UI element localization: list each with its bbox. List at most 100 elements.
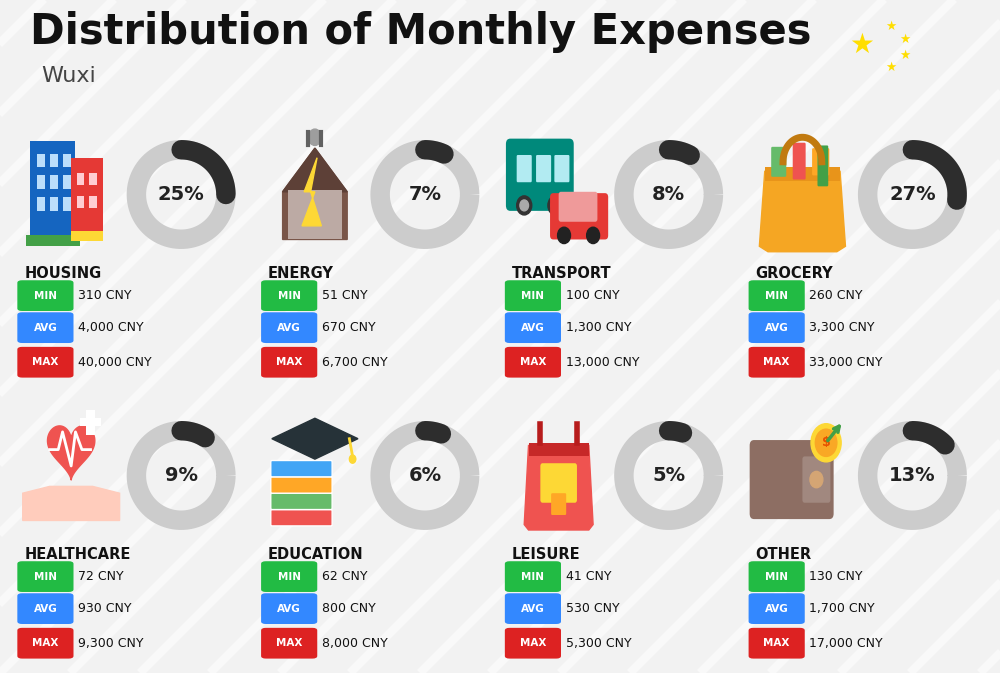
Text: MIN: MIN (521, 571, 544, 581)
FancyBboxPatch shape (89, 173, 97, 185)
Text: HEALTHCARE: HEALTHCARE (24, 547, 131, 562)
FancyBboxPatch shape (802, 456, 830, 503)
FancyBboxPatch shape (17, 594, 74, 624)
Text: MAX: MAX (763, 638, 790, 648)
Text: 62 CNY: 62 CNY (322, 570, 367, 583)
Text: 5%: 5% (652, 466, 685, 485)
FancyBboxPatch shape (17, 312, 74, 343)
FancyBboxPatch shape (749, 312, 805, 343)
FancyBboxPatch shape (37, 176, 45, 189)
Polygon shape (283, 148, 347, 240)
Text: $: $ (822, 436, 830, 450)
Polygon shape (759, 172, 845, 252)
FancyBboxPatch shape (505, 347, 561, 378)
Text: TRANSPORT: TRANSPORT (512, 266, 611, 281)
Text: 1,300 CNY: 1,300 CNY (566, 321, 631, 334)
FancyBboxPatch shape (271, 493, 332, 509)
Text: 800 CNY: 800 CNY (322, 602, 376, 615)
Polygon shape (524, 446, 593, 530)
FancyBboxPatch shape (765, 168, 840, 181)
Circle shape (815, 429, 837, 456)
FancyBboxPatch shape (80, 418, 101, 427)
Circle shape (308, 129, 321, 145)
FancyBboxPatch shape (71, 232, 103, 241)
Circle shape (587, 227, 600, 244)
Text: Wuxi: Wuxi (41, 67, 96, 86)
Text: AVG: AVG (277, 322, 301, 332)
FancyBboxPatch shape (749, 628, 805, 659)
Text: 17,000 CNY: 17,000 CNY (809, 637, 883, 649)
FancyBboxPatch shape (50, 197, 58, 211)
FancyBboxPatch shape (550, 193, 608, 240)
FancyBboxPatch shape (50, 153, 58, 168)
FancyBboxPatch shape (749, 280, 805, 311)
Text: MAX: MAX (276, 357, 302, 367)
FancyBboxPatch shape (63, 176, 71, 189)
FancyBboxPatch shape (261, 312, 317, 343)
Text: 27%: 27% (889, 185, 936, 204)
FancyBboxPatch shape (37, 153, 45, 168)
Polygon shape (302, 157, 321, 226)
Text: 51 CNY: 51 CNY (322, 289, 368, 302)
Text: ★: ★ (899, 48, 910, 62)
Text: ★: ★ (850, 31, 874, 59)
FancyBboxPatch shape (26, 236, 80, 246)
FancyBboxPatch shape (77, 173, 84, 185)
FancyBboxPatch shape (505, 312, 561, 343)
Text: 100 CNY: 100 CNY (566, 289, 619, 302)
FancyBboxPatch shape (749, 347, 805, 378)
FancyBboxPatch shape (271, 460, 332, 477)
Text: MAX: MAX (276, 638, 302, 648)
FancyBboxPatch shape (749, 561, 805, 592)
Text: ENERGY: ENERGY (268, 266, 334, 281)
Text: 5,300 CNY: 5,300 CNY (566, 637, 631, 649)
FancyBboxPatch shape (50, 176, 58, 189)
FancyBboxPatch shape (540, 463, 577, 503)
Text: 930 CNY: 930 CNY (78, 602, 132, 615)
FancyBboxPatch shape (271, 477, 332, 493)
Text: ★: ★ (886, 61, 897, 74)
Text: 260 CNY: 260 CNY (809, 289, 863, 302)
Text: 7%: 7% (408, 185, 441, 204)
Text: 40,000 CNY: 40,000 CNY (78, 356, 152, 369)
Text: ★: ★ (886, 20, 897, 34)
Text: 13%: 13% (889, 466, 936, 485)
Text: 9%: 9% (165, 466, 198, 485)
FancyBboxPatch shape (271, 509, 332, 526)
Text: MIN: MIN (34, 571, 57, 581)
Text: MIN: MIN (278, 291, 301, 301)
FancyBboxPatch shape (559, 192, 597, 222)
FancyBboxPatch shape (77, 196, 84, 208)
Text: AVG: AVG (277, 604, 301, 614)
FancyBboxPatch shape (86, 410, 95, 435)
Text: MIN: MIN (278, 571, 301, 581)
FancyBboxPatch shape (30, 141, 75, 240)
Text: 72 CNY: 72 CNY (78, 570, 124, 583)
Text: 25%: 25% (158, 185, 205, 204)
FancyBboxPatch shape (551, 493, 566, 515)
Text: ★: ★ (899, 32, 910, 46)
FancyBboxPatch shape (63, 197, 71, 211)
Text: AVG: AVG (765, 322, 789, 332)
Text: MAX: MAX (32, 357, 59, 367)
FancyBboxPatch shape (506, 139, 574, 211)
Polygon shape (288, 435, 342, 443)
Text: MIN: MIN (765, 291, 788, 301)
Text: MAX: MAX (763, 357, 790, 367)
FancyBboxPatch shape (750, 440, 834, 519)
Circle shape (551, 200, 560, 211)
Circle shape (810, 471, 823, 488)
FancyBboxPatch shape (71, 157, 103, 233)
Circle shape (558, 227, 571, 244)
FancyBboxPatch shape (17, 561, 74, 592)
FancyBboxPatch shape (505, 628, 561, 659)
Text: 3,300 CNY: 3,300 CNY (809, 321, 875, 334)
Text: 8,000 CNY: 8,000 CNY (322, 637, 388, 649)
FancyBboxPatch shape (17, 347, 74, 378)
FancyBboxPatch shape (17, 280, 74, 311)
FancyBboxPatch shape (261, 628, 317, 659)
Text: AVG: AVG (521, 322, 545, 332)
Circle shape (349, 455, 356, 463)
FancyBboxPatch shape (261, 280, 317, 311)
Text: 13,000 CNY: 13,000 CNY (566, 356, 639, 369)
